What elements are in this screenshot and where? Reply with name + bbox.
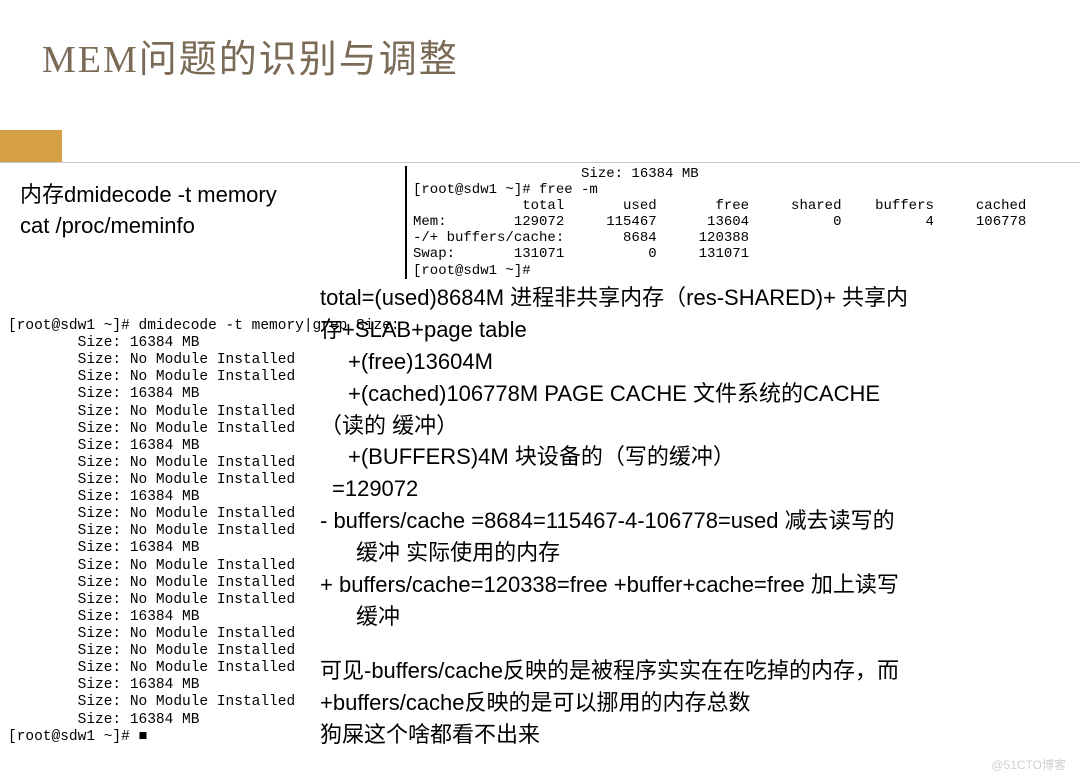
intro-line-1: 内存dmidecode -t memory [20,180,277,211]
explain-line: - buffers/cache =8684=115467-4-106778=us… [320,505,1060,537]
explain-line: total=(used)8684M 进程非共享内存（res-SHARED)+ 共… [320,282,1060,314]
explain-line: 狗屎这个啥都看不出来 [320,719,1060,751]
explain-line: +(BUFFERS)4M 块设备的（写的缓冲） [320,441,1060,473]
explain-line: 可见-buffers/cache反映的是被程序实实在在吃掉的内存，而 [320,655,1060,687]
explanation-block: total=(used)8684M 进程非共享内存（res-SHARED)+ 共… [320,282,1060,750]
explain-line: 缓冲 实际使用的内存 [320,537,1060,569]
explain-line: 缓冲 [320,601,1060,633]
explain-line: + buffers/cache=120338=free +buffer+cach… [320,569,1060,601]
intro-commands: 内存dmidecode -t memory cat /proc/meminfo [20,180,277,242]
spacer [320,633,1060,655]
explain-line: +(cached)106778M PAGE CACHE 文件系统的CACHE [320,378,1060,410]
free-command-output: Size: 16384 MB [root@sdw1 ~]# free -m to… [405,166,1026,279]
slide-title: MEM问题的识别与调整 [42,28,1080,83]
watermark: @51CTO博客 [991,756,1066,773]
explain-line: 存+SLAB+page table [320,314,1060,346]
explain-line: +buffers/cache反映的是可以挪用的内存总数 [320,687,1060,719]
title-divider [0,162,1080,163]
explain-line: +(free)13604M [320,346,1060,378]
explain-line: =129072 [320,473,1060,505]
accent-bar [0,130,62,162]
explain-line: （读的 缓冲） [320,410,1060,442]
intro-line-2: cat /proc/meminfo [20,211,277,242]
